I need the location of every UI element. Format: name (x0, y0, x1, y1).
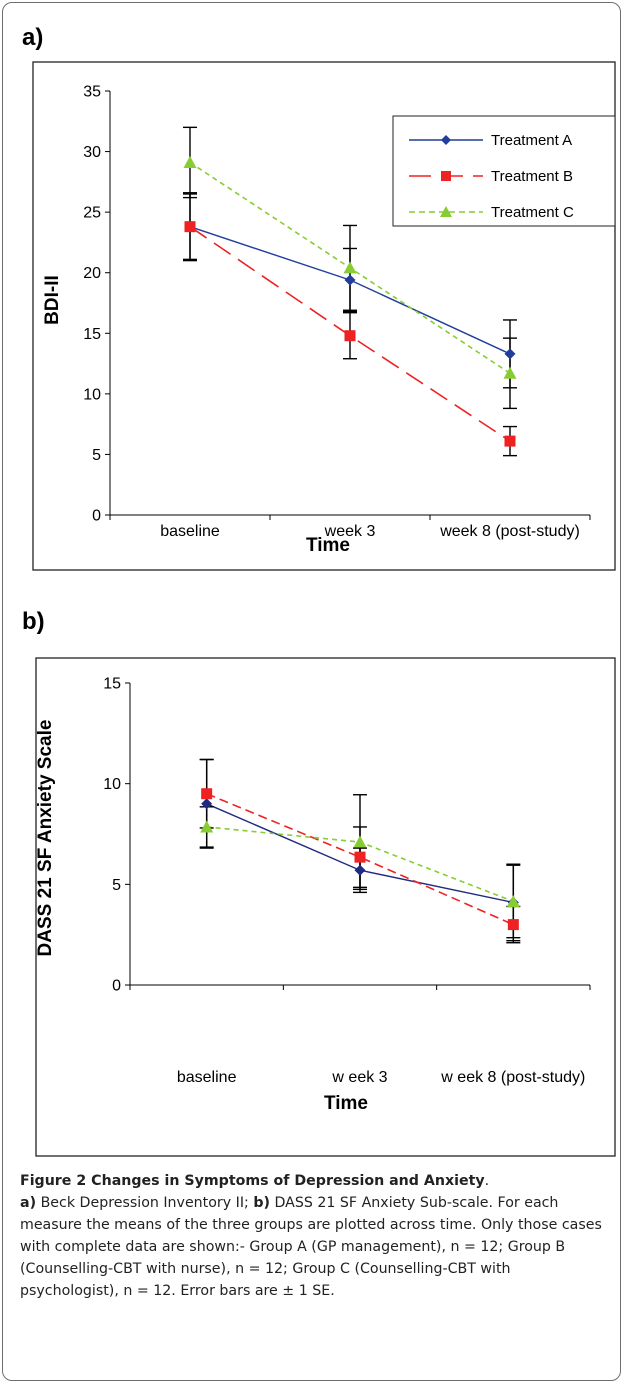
x-axis-title: Time (324, 1093, 368, 1114)
legend-label: Treatment C (491, 204, 574, 221)
plot-frame (32, 61, 616, 571)
legend-marker (441, 171, 451, 181)
legend-box (392, 115, 616, 227)
plot-frame (35, 657, 616, 1157)
y-tick-label: 5 (92, 447, 101, 464)
data-point (184, 221, 196, 233)
caption-b-text: DASS 21 SF Anxiety Sub-scale. For each m… (20, 1195, 602, 1299)
y-tick-label: 35 (83, 84, 101, 101)
data-point (200, 820, 214, 833)
x-tick-label: baseline (160, 523, 220, 540)
x-tick-label: week 8 (post-study) (439, 523, 580, 540)
panel-a-label: a) (22, 24, 44, 51)
data-point (344, 274, 356, 286)
data-point (343, 261, 357, 274)
y-tick-label: 25 (83, 205, 101, 222)
caption-a-label: a) (20, 1195, 37, 1211)
caption-title-end: . (484, 1173, 490, 1189)
figure-caption: Figure 2 Changes in Symptoms of Depressi… (20, 1170, 612, 1302)
data-point (503, 366, 517, 379)
y-axis-title: DASS 21 SF Anxiety Scale (35, 720, 56, 957)
y-tick-label: 10 (83, 386, 101, 403)
y-tick-label: 30 (83, 144, 101, 161)
x-axis-title: Time (306, 535, 350, 556)
chart-a-bdi: 0 5 10 15 20 25 30 35 baseline week 3 week 8 (post… (32, 61, 616, 571)
data-point (201, 788, 213, 800)
legend-marker (441, 135, 451, 145)
data-point (507, 919, 519, 931)
data-point (201, 798, 213, 810)
legend-marker (440, 206, 452, 217)
data-point (353, 835, 367, 848)
chart-b-dass-anxiety: 0 5 10 15 baseline w eek 3 w eek 8 (post-study… (35, 657, 616, 1157)
data-point (506, 894, 520, 907)
x-tick-label: baseline (177, 1069, 237, 1086)
caption-b-label: b) (253, 1195, 270, 1211)
data-point (354, 851, 366, 863)
x-tick-label: w eek 8 (post-study) (440, 1069, 585, 1086)
y-tick-label: 15 (103, 676, 121, 693)
data-point (504, 435, 516, 447)
data-point (354, 864, 366, 876)
x-tick-label: w eek 3 (331, 1069, 387, 1086)
data-point (183, 155, 197, 168)
panel-b-label: b) (22, 608, 45, 635)
y-axis-title: BDI-II (42, 275, 63, 325)
y-tick-label: 0 (112, 978, 121, 995)
y-tick-label: 10 (103, 776, 121, 793)
caption-a-text: Beck Depression Inventory II; (36, 1195, 254, 1211)
data-point (344, 330, 356, 342)
legend-label: Treatment A (491, 132, 572, 149)
caption-title: Figure 2 Changes in Symptoms of Depressi… (20, 1173, 485, 1189)
y-tick-label: 5 (112, 877, 121, 894)
legend-label: Treatment B (491, 168, 573, 185)
y-tick-label: 20 (83, 265, 101, 282)
y-tick-label: 15 (83, 326, 101, 343)
data-point (504, 348, 516, 360)
x-tick-label: week 3 (324, 523, 376, 540)
y-tick-label: 0 (92, 508, 101, 525)
